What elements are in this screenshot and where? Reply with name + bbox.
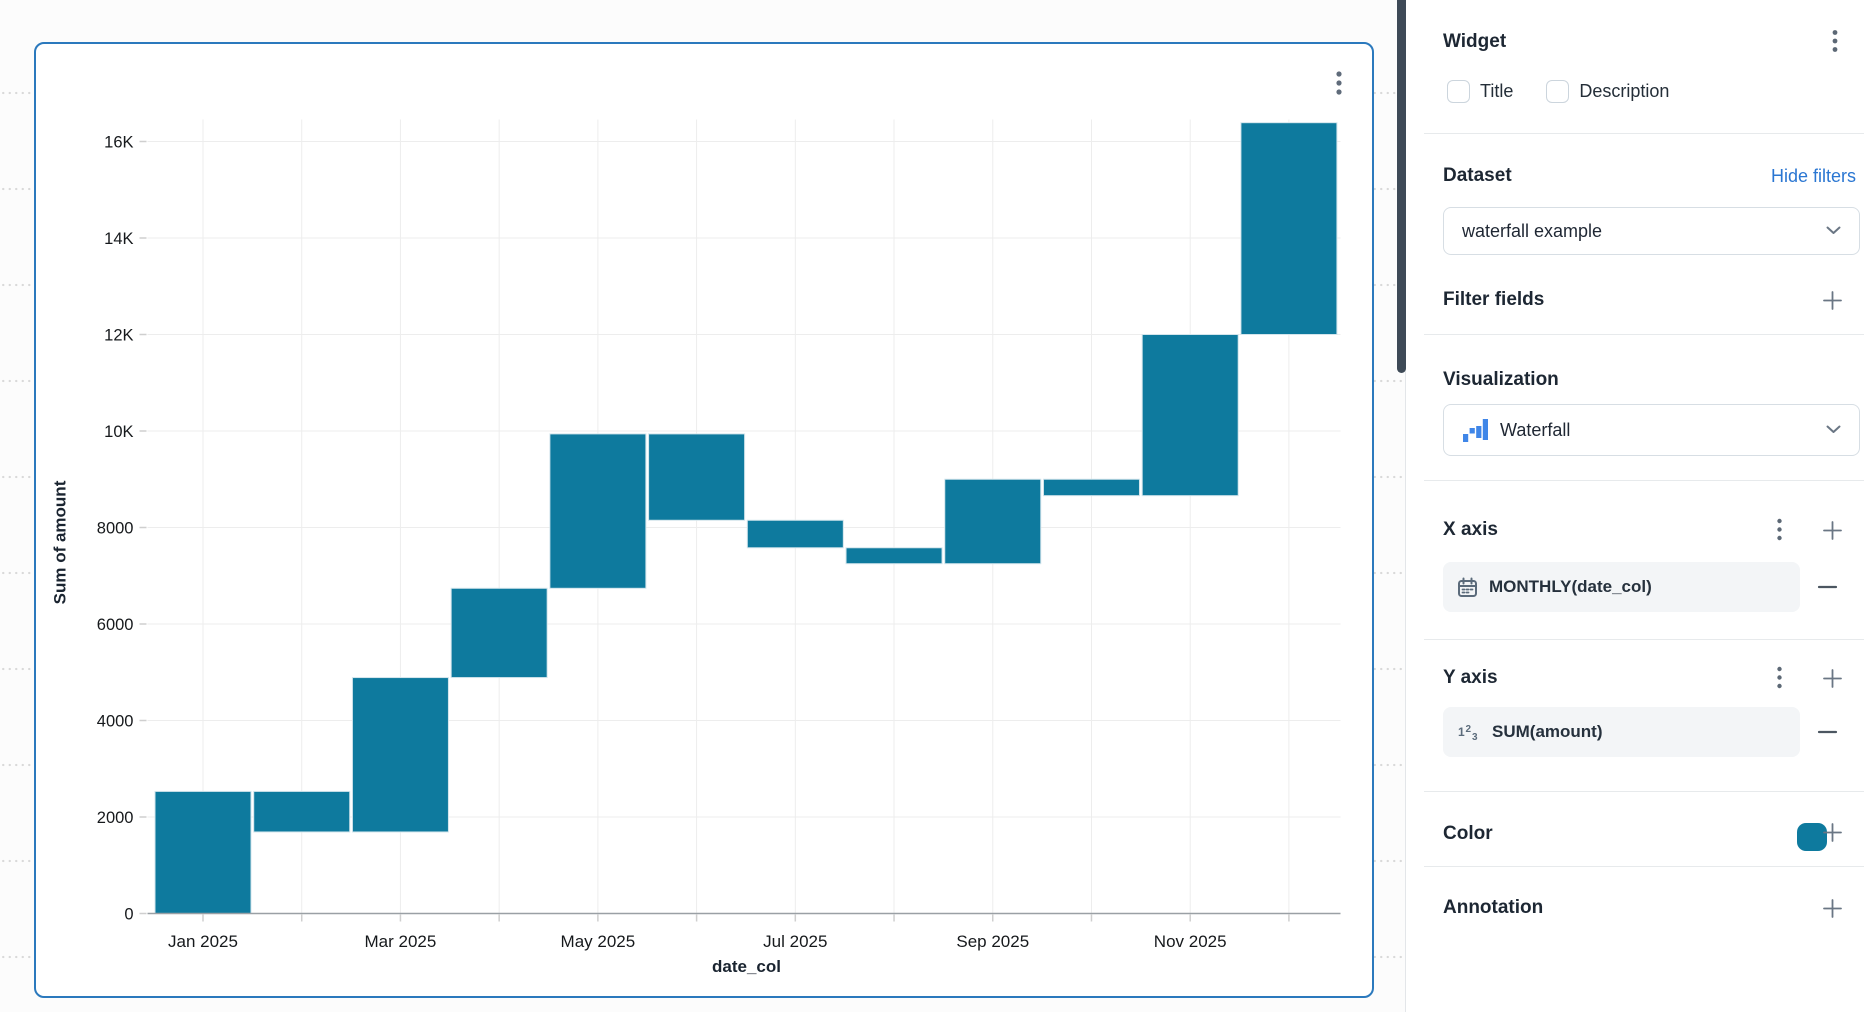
waterfall-bar (1240, 122, 1338, 336)
svg-text:May 2025: May 2025 (561, 932, 636, 951)
x-axis-label: X axis (1443, 519, 1498, 540)
y-axis-field-name: SUM(amount) (1492, 722, 1603, 741)
annotation-label: Annotation (1443, 897, 1544, 918)
visualization-label: Visualization (1443, 369, 1559, 390)
add-y-axis-icon[interactable] (1823, 669, 1842, 688)
number-123-icon: 1 2 3 (1457, 721, 1481, 743)
dataset-label: Dataset (1443, 165, 1512, 186)
svg-text:Sep 2025: Sep 2025 (956, 932, 1029, 951)
waterfall-bar (549, 433, 647, 589)
title-checkbox[interactable] (1447, 79, 1470, 103)
svg-text:1: 1 (1458, 725, 1465, 739)
svg-text:Jul 2025: Jul 2025 (763, 932, 827, 951)
divider (1424, 334, 1864, 335)
add-color-icon[interactable] (1823, 823, 1842, 842)
color-swatch[interactable] (1797, 823, 1827, 851)
divider (1424, 133, 1864, 134)
svg-text:2: 2 (1466, 724, 1472, 735)
x-axis-kebab-icon[interactable] (1776, 518, 1783, 541)
waterfall-bar (845, 547, 943, 565)
x-axis-field-name: MONTHLY(date_col) (1489, 577, 1652, 596)
dataset-select[interactable]: waterfall example (1443, 207, 1860, 255)
svg-text:2000: 2000 (97, 809, 134, 827)
svg-text:Nov 2025: Nov 2025 (1154, 932, 1227, 951)
waterfall-bar (154, 790, 252, 914)
add-x-axis-icon[interactable] (1823, 521, 1842, 540)
chart-widget-card[interactable]: 0 2000 4000 6000 8000 10K 12K 14K 16K Jan 2025 Mar… (34, 42, 1374, 998)
calendar-icon (1457, 577, 1478, 598)
visualization-select[interactable]: Waterfall (1443, 404, 1860, 456)
panel-scrollbar-thumb[interactable] (1397, 0, 1406, 373)
svg-text:14K: 14K (104, 230, 133, 248)
divider (1424, 791, 1864, 792)
waterfall-bar (944, 478, 1042, 565)
y-axis-label: Y axis (1443, 667, 1498, 688)
svg-text:10K: 10K (104, 423, 133, 441)
x-axis-field-pill[interactable]: MONTHLY(date_col) (1443, 562, 1800, 612)
svg-text:date_col: date_col (712, 957, 781, 976)
waterfall-bar (746, 519, 844, 549)
remove-x-axis-field-icon[interactable] (1817, 578, 1838, 596)
description-checkbox[interactable] (1546, 79, 1570, 103)
hide-filters-link[interactable]: Hide filters (1770, 165, 1856, 186)
y-axis-field-pill[interactable]: 1 2 3 SUM(amount) (1443, 707, 1800, 757)
remove-y-axis-field-icon[interactable] (1817, 723, 1838, 741)
svg-text:3: 3 (1472, 732, 1478, 743)
divider (1424, 639, 1864, 640)
add-filter-field-icon[interactable] (1823, 291, 1842, 310)
chevron-down-icon (1826, 222, 1841, 240)
dataset-selected-value: waterfall example (1462, 220, 1603, 241)
waterfall-bar (253, 790, 351, 833)
add-annotation-icon[interactable] (1823, 899, 1842, 918)
svg-text:0: 0 (124, 906, 133, 924)
y-axis-kebab-icon[interactable] (1776, 666, 1783, 689)
waterfall-viz-icon (1462, 418, 1489, 443)
svg-text:8000: 8000 (97, 520, 134, 538)
filter-fields-label: Filter fields (1443, 289, 1545, 310)
color-label: Color (1443, 823, 1493, 844)
panel-divider (1405, 0, 1406, 1012)
svg-text:Sum of amount: Sum of amount (51, 480, 70, 604)
widget-kebab-icon[interactable] (1335, 70, 1343, 96)
divider (1424, 866, 1864, 867)
waterfall-bar (648, 433, 746, 521)
panel-title: Widget (1443, 31, 1507, 52)
waterfall-bar (1042, 478, 1140, 497)
dashboard-canvas: 0 2000 4000 6000 8000 10K 12K 14K 16K Jan 2025 Mar… (0, 0, 1405, 1012)
svg-text:Jan 2025: Jan 2025 (168, 932, 238, 951)
waterfall-bar (450, 587, 548, 679)
title-checkbox-label: Title (1480, 80, 1514, 101)
svg-text:16K: 16K (104, 134, 133, 152)
svg-text:Mar 2025: Mar 2025 (365, 932, 437, 951)
svg-text:12K: 12K (104, 327, 133, 345)
svg-text:6000: 6000 (97, 616, 134, 634)
svg-text:4000: 4000 (97, 713, 134, 731)
waterfall-chart: 0 2000 4000 6000 8000 10K 12K 14K 16K Jan 2025 Mar… (51, 119, 1341, 976)
panel-kebab-icon[interactable] (1831, 29, 1839, 53)
visualization-selected-value: Waterfall (1500, 419, 1571, 440)
chevron-down-icon (1826, 421, 1841, 439)
description-checkbox-label: Description (1579, 80, 1670, 101)
waterfall-bar (351, 677, 449, 833)
widget-settings-panel: Widget Title Description Dataset Hide fi… (1406, 0, 1864, 1012)
waterfall-bar (1141, 334, 1239, 497)
divider (1424, 480, 1864, 481)
